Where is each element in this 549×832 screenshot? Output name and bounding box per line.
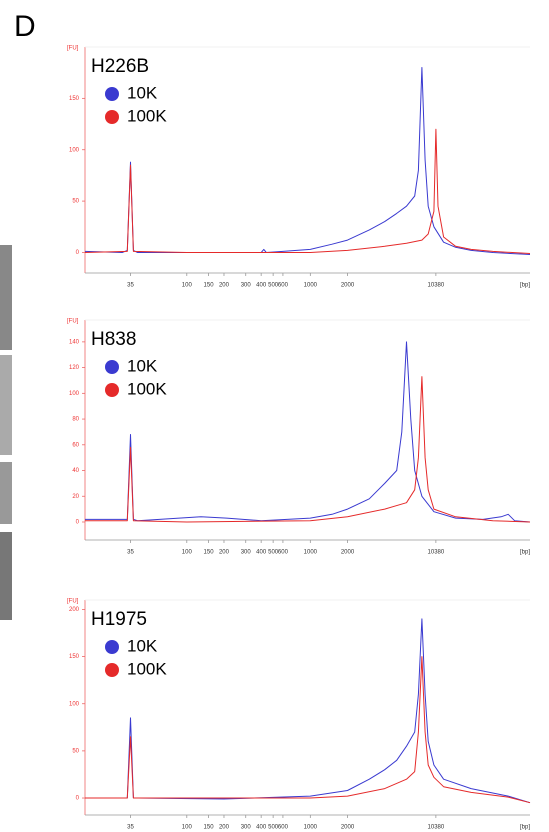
series-line xyxy=(84,128,531,254)
y-tick-label: 150 xyxy=(69,96,80,102)
y-tick-label: 50 xyxy=(72,199,79,205)
legend-marker xyxy=(105,663,119,677)
x-tick-label: 200 xyxy=(219,550,230,556)
legend-marker xyxy=(105,110,119,124)
cropped-image xyxy=(0,245,12,350)
legend-marker xyxy=(105,360,119,374)
x-tick-label: 150 xyxy=(204,550,215,556)
x-tick-label: 35 xyxy=(127,825,134,831)
y-tick-label: 150 xyxy=(69,654,80,660)
y-tick-label: 50 xyxy=(72,748,79,754)
y-tick-label: 100 xyxy=(69,147,80,153)
x-tick-label: 500 xyxy=(268,283,279,289)
x-tick-label: 400 xyxy=(256,550,267,556)
x-tick-label: 500 xyxy=(268,550,279,556)
legend-marker xyxy=(105,87,119,101)
x-tick-label: 10380 xyxy=(428,825,445,831)
x-tick-label: 300 xyxy=(241,550,252,556)
cropped-image xyxy=(0,532,12,620)
x-tick-label: 1000 xyxy=(304,283,318,289)
y-tick-label: 100 xyxy=(69,391,80,397)
x-tick-label: 600 xyxy=(278,825,289,831)
series-line xyxy=(85,656,531,804)
y-tick-label: 140 xyxy=(69,339,80,345)
x-axis-label: [bp] xyxy=(520,550,530,556)
y-tick-label: 0 xyxy=(76,796,80,802)
legend-label: 10K xyxy=(127,356,158,375)
y-tick-label: 200 xyxy=(69,607,80,613)
x-tick-label: 200 xyxy=(219,283,230,289)
y-axis-label: [FU] xyxy=(67,599,79,605)
y-tick-label: 120 xyxy=(69,365,80,371)
panel-label: D xyxy=(14,10,36,43)
x-tick-label: 150 xyxy=(204,825,215,831)
y-tick-label: 100 xyxy=(69,701,80,707)
x-tick-label: 400 xyxy=(256,283,267,289)
chart-title: H838 xyxy=(91,329,136,350)
x-tick-label: 35 xyxy=(127,283,134,289)
x-axis-label: [bp] xyxy=(520,825,530,831)
y-tick-label: 80 xyxy=(72,417,79,423)
x-tick-label: 100 xyxy=(182,550,193,556)
legend-label: 100K xyxy=(127,659,167,678)
chart-title: H1975 xyxy=(91,609,147,630)
x-tick-label: 100 xyxy=(182,825,193,831)
series-line xyxy=(84,67,531,255)
x-tick-label: 35 xyxy=(127,550,134,556)
legend-label: 10K xyxy=(127,636,158,655)
y-tick-label: 0 xyxy=(76,520,80,526)
x-tick-label: 10380 xyxy=(428,283,445,289)
cropped-image xyxy=(0,462,12,524)
x-tick-label: 1000 xyxy=(304,550,318,556)
x-tick-label: 600 xyxy=(278,550,289,556)
cropped-image xyxy=(0,355,12,455)
legend-label: 100K xyxy=(127,379,167,398)
x-tick-label: 300 xyxy=(241,283,252,289)
legend-label: 100K xyxy=(127,106,167,125)
y-axis-label: [FU] xyxy=(67,46,79,52)
legend-label: 10K xyxy=(127,83,158,102)
x-tick-label: 1000 xyxy=(304,825,318,831)
x-tick-label: 200 xyxy=(219,825,230,831)
legend-marker xyxy=(105,640,119,654)
x-tick-label: 500 xyxy=(268,825,279,831)
y-tick-label: 60 xyxy=(72,442,79,448)
x-tick-label: 600 xyxy=(278,283,289,289)
chart-title: H226B xyxy=(91,56,149,77)
x-tick-label: 400 xyxy=(256,825,267,831)
y-tick-label: 20 xyxy=(72,494,79,500)
x-tick-label: 150 xyxy=(204,283,215,289)
x-axis-label: [bp] xyxy=(520,283,530,289)
y-tick-label: 40 xyxy=(72,468,79,474)
y-tick-label: 0 xyxy=(76,250,80,256)
x-tick-label: 300 xyxy=(241,825,252,831)
x-tick-label: 10380 xyxy=(428,550,445,556)
x-tick-label: 2000 xyxy=(341,825,355,831)
x-tick-label: 2000 xyxy=(341,550,355,556)
legend-marker xyxy=(105,383,119,397)
x-tick-label: 2000 xyxy=(341,283,355,289)
y-axis-label: [FU] xyxy=(67,319,79,325)
x-tick-label: 100 xyxy=(182,283,193,289)
series-line xyxy=(85,376,531,523)
